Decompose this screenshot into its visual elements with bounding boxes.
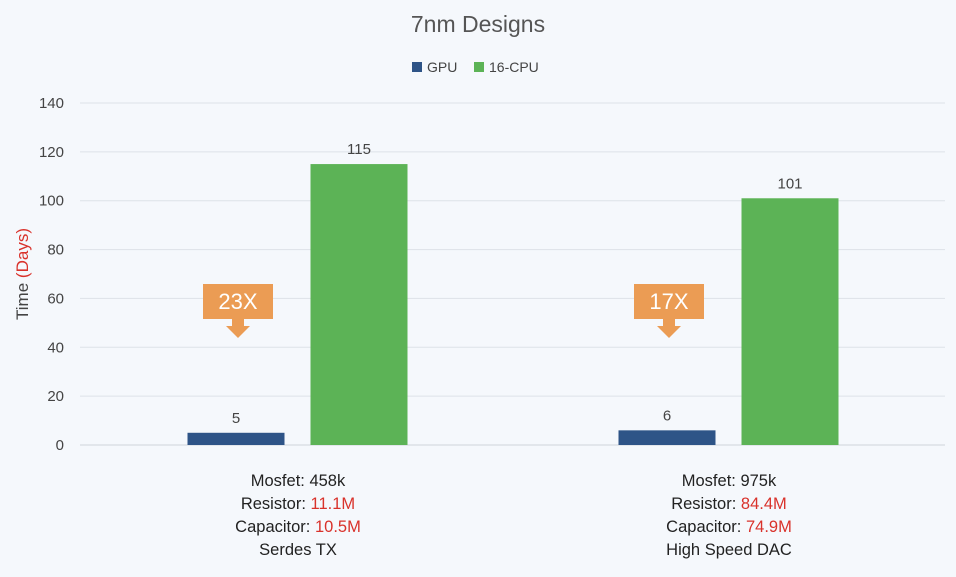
- y-axis-label-unit: (Days): [13, 228, 32, 278]
- callout-box: [203, 284, 273, 319]
- data-labels: 5 6 115 101: [232, 141, 803, 427]
- bars: [187, 164, 839, 446]
- y-axis-label-main: Time: [13, 283, 32, 320]
- y-axis-ticks: 0 20 40 60 80 100 120 140: [39, 95, 64, 454]
- category-detail-line: Resistor: 84.4M: [671, 495, 787, 513]
- category-detail-line: Mosfet: 458k: [251, 472, 346, 490]
- category-labels: Mosfet: 458k Resistor: 11.1M Capacitor: 10…: [235, 472, 792, 559]
- y-tick-label: 20: [47, 388, 64, 405]
- detail-value: 975k: [740, 472, 777, 490]
- category-detail-line: Capacitor: 74.9M: [666, 518, 792, 536]
- legend-label-gpu: GPU: [427, 59, 457, 75]
- detail-value: 458k: [309, 472, 346, 490]
- speedup-callouts: 23X 17X: [203, 284, 704, 338]
- detail-key: Capacitor:: [666, 518, 746, 536]
- detail-value: 11.1M: [311, 495, 356, 513]
- y-tick-label: 80: [47, 242, 64, 259]
- y-tick-label: 120: [39, 144, 64, 161]
- legend: GPU 16-CPU: [412, 59, 539, 75]
- data-label: 6: [663, 407, 671, 424]
- legend-swatch-cpu: [474, 62, 484, 72]
- callout-label: 17X: [649, 289, 688, 314]
- legend-label-cpu: 16-CPU: [489, 59, 539, 75]
- down-arrow-icon: [657, 319, 681, 338]
- category-name: High Speed DAC: [666, 541, 792, 559]
- data-label: 115: [347, 141, 371, 158]
- y-tick-label: 60: [47, 290, 64, 307]
- data-label: 101: [777, 175, 802, 192]
- bar-gpu-0: [187, 432, 285, 445]
- detail-key: Resistor:: [671, 495, 741, 513]
- bar-cpu-1: [741, 198, 839, 445]
- speedup-callout: 23X: [203, 284, 273, 338]
- data-label: 5: [232, 410, 240, 427]
- detail-value: 10.5M: [315, 518, 361, 536]
- y-tick-label: 100: [39, 193, 64, 210]
- category-detail-line: Resistor: 11.1M: [241, 495, 355, 513]
- category-detail-line: Capacitor: 10.5M: [235, 518, 361, 536]
- chart-title: 7nm Designs: [411, 11, 545, 37]
- detail-key: Capacitor:: [235, 518, 315, 536]
- detail-key: Mosfet:: [251, 472, 310, 490]
- y-tick-label: 40: [47, 339, 64, 356]
- callout-box: [634, 284, 704, 319]
- y-axis-label: Time (Days): [13, 228, 32, 320]
- detail-value: 74.9M: [746, 518, 792, 536]
- bar-cpu-0: [310, 164, 408, 446]
- down-arrow-icon: [226, 319, 250, 338]
- detail-key: Mosfet:: [682, 472, 741, 490]
- speedup-callout: 17X: [634, 284, 704, 338]
- legend-swatch-gpu: [412, 62, 422, 72]
- callout-label: 23X: [218, 289, 257, 314]
- detail-value: 84.4M: [741, 495, 787, 513]
- category-detail-line: Mosfet: 975k: [682, 472, 777, 490]
- bar-gpu-1: [618, 430, 716, 445]
- detail-key: Resistor:: [241, 495, 311, 513]
- y-tick-label: 0: [56, 437, 64, 454]
- category-name: Serdes TX: [259, 541, 337, 559]
- y-tick-label: 140: [39, 95, 64, 112]
